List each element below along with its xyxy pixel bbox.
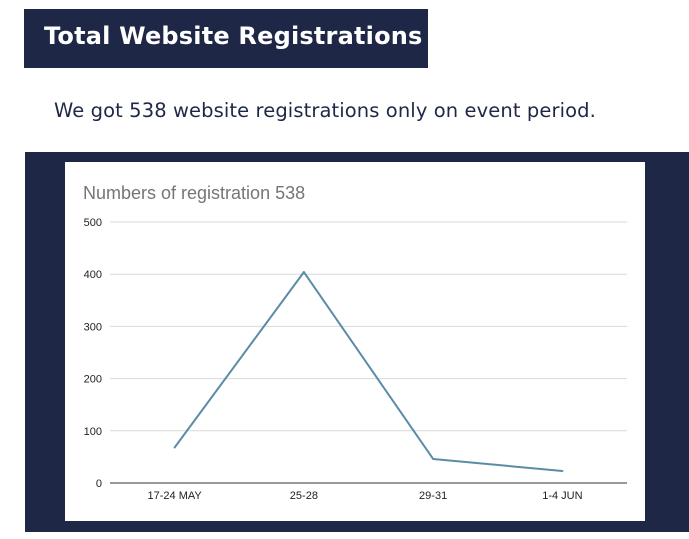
y-tick-label: 0 (96, 478, 102, 490)
data-point (561, 469, 564, 472)
y-tick-label: 100 (84, 426, 102, 438)
y-tick-label: 200 (84, 374, 102, 386)
summary-text: We got 538 website registrations only on… (54, 99, 596, 122)
y-tick-label: 300 (84, 321, 102, 333)
x-tick-label: 25-28 (290, 490, 318, 502)
y-tick-label: 500 (84, 217, 102, 229)
line-chart: Numbers of registration 538 0 100 200 300 40… (83, 183, 627, 502)
y-tick-label: 400 (84, 269, 102, 281)
x-tick-label: 1-4 JUN (542, 490, 582, 502)
x-tick-label: 17-24 MAY (148, 490, 203, 502)
chart-panel: Numbers of registration 538 0 100 200 300 40… (65, 162, 645, 521)
title-banner: Total Website Registrations (24, 9, 428, 68)
chart-frame: Numbers of registration 538 0 100 200 300 40… (25, 152, 689, 532)
data-point (173, 446, 176, 449)
series-line (173, 271, 563, 472)
x-tick-label: 29-31 (419, 490, 447, 502)
data-point (432, 457, 435, 460)
gridlines (110, 221, 627, 432)
x-axis: 17-24 MAY 25-28 29-31 1-4 JUN (110, 482, 627, 502)
y-axis: 0 100 200 300 400 500 (84, 217, 102, 490)
page-title: Total Website Registrations (44, 22, 423, 50)
data-point (302, 271, 305, 274)
chart-title: Numbers of registration 538 (83, 183, 305, 203)
series-group (173, 271, 564, 472)
